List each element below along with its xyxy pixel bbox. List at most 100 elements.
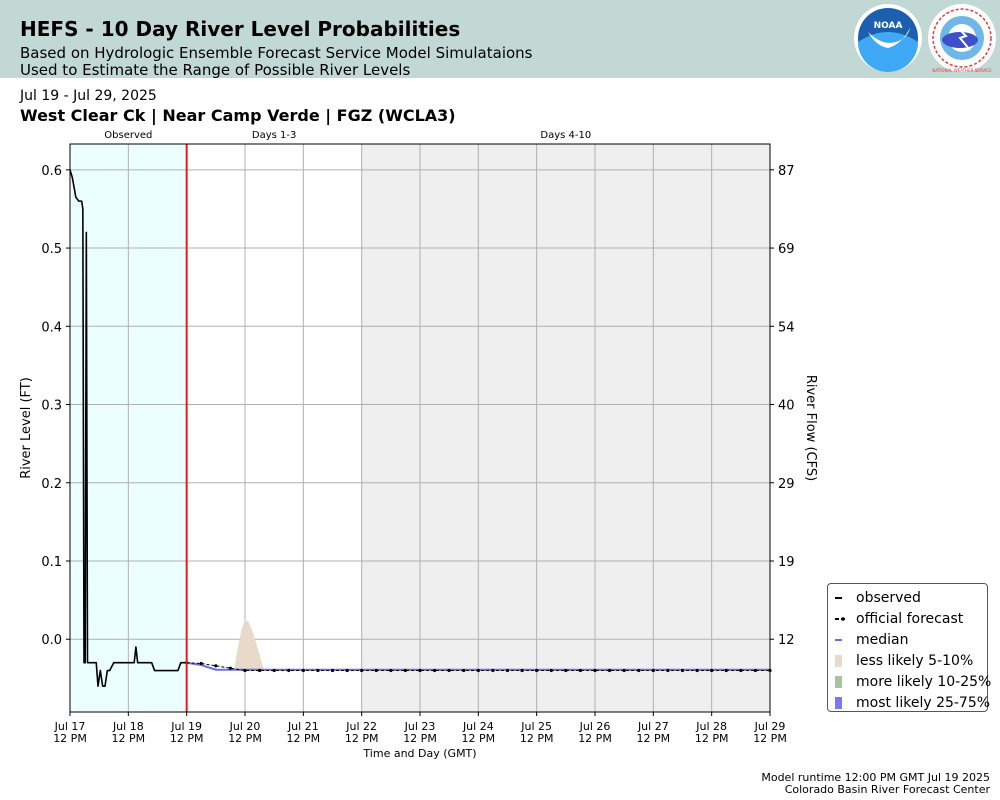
forecast-center: Colorado Basin River Forecast Center [784, 783, 990, 796]
y2-tick-label: 12 [778, 633, 795, 648]
page-subtitle-line2: Used to Estimate the Range of Possible R… [20, 61, 411, 79]
legend-label-more-likely: more likely 10-25% [856, 673, 992, 690]
svg-text:NOAA: NOAA [874, 21, 903, 31]
legend-item-observed: observed [832, 587, 987, 608]
official-forecast-point [491, 668, 495, 673]
legend-label-most-likely: most likely 25-75% [856, 694, 991, 711]
official-forecast-point [447, 668, 451, 673]
x-axis-label: Time and Day (GMT) [362, 747, 476, 760]
legend-label-median: median [856, 631, 909, 648]
official-forecast-point [666, 668, 670, 673]
official-forecast-point [651, 668, 655, 673]
official-forecast-point [316, 668, 320, 673]
x-tick-label-time: 12 PM [228, 732, 262, 745]
x-tick-label-date: Jul 18 [112, 720, 144, 733]
x-tick-label-date: Jul 28 [695, 720, 727, 733]
x-tick-label-time: 12 PM [637, 732, 671, 745]
legend-symbol-official [832, 612, 850, 626]
official-forecast-point [389, 668, 393, 673]
official-forecast-point [257, 668, 262, 673]
observed-line [69, 169, 187, 687]
x-tick-label-time: 12 PM [753, 732, 787, 745]
official-forecast-point [607, 668, 612, 673]
nws-logo: NATIONAL WEATHER SERVICE [928, 4, 996, 73]
x-tick-label-date: Jul 26 [579, 720, 611, 733]
official-forecast-point [724, 668, 728, 673]
less-likely-band [234, 619, 264, 671]
official-forecast-point [403, 668, 408, 673]
x-tick-label-date: Jul 17 [54, 720, 86, 733]
noaa-logo: NOAA [854, 4, 922, 72]
region-label-1: Days 1-3 [252, 130, 296, 141]
legend-symbol-less-likely [832, 654, 850, 668]
y2-tick-label: 87 [778, 164, 795, 179]
legend-item-median: median [832, 629, 987, 650]
header-banner: HEFS - 10 Day River Level Probabilities … [0, 0, 1000, 79]
x-tick-label-time: 12 PM [695, 732, 729, 745]
x-tick-label-time: 12 PM [287, 732, 321, 745]
official-forecast-point [360, 668, 364, 673]
x-tick-label-date: Jul 19 [170, 720, 202, 733]
official-forecast-point [432, 668, 437, 673]
y2-tick-label: 69 [778, 242, 795, 257]
official-forecast-point [345, 668, 349, 673]
x-tick-label-time: 12 PM [403, 732, 437, 745]
legend-label-observed: observed [856, 589, 921, 606]
x-tick-label-date: Jul 25 [520, 720, 552, 733]
y-axis-label: River Level (FT) [19, 377, 34, 479]
official-forecast-point [695, 668, 699, 673]
y-tick-label: 0.5 [41, 242, 62, 257]
y-tick-label: 0.1 [41, 555, 62, 570]
official-forecast-point [637, 668, 641, 673]
official-forecast-point [520, 668, 524, 673]
official-forecast-point [243, 668, 247, 673]
region-label-2: Days 4-10 [540, 130, 591, 141]
y2-tick-label: 29 [778, 477, 795, 492]
x-tick-label-time: 12 PM [53, 732, 87, 745]
legend-symbol-more-likely [832, 675, 850, 689]
chart-legend: observed official forecast median less l… [827, 583, 991, 713]
official-forecast-point [418, 668, 422, 673]
x-tick-label-date: Jul 24 [462, 720, 494, 733]
official-forecast-point [622, 668, 626, 673]
official-forecast-point [564, 668, 568, 673]
legend-item-most-likely: most likely 25-75% [832, 692, 991, 713]
x-tick-label-time: 12 PM [345, 732, 379, 745]
x-tick-label-date: Jul 22 [345, 720, 377, 733]
legend-symbol-observed [832, 591, 850, 605]
days-4-10-region [361, 144, 770, 712]
legend-item-less-likely: less likely 5-10% [832, 650, 987, 671]
legend-label-official: official forecast [856, 610, 964, 627]
page-title: HEFS - 10 Day River Level Probabilities [20, 17, 461, 41]
official-forecast-point [330, 668, 335, 673]
x-tick-label-date: Jul 29 [754, 720, 786, 733]
legend-symbol-median [832, 633, 850, 647]
official-forecast-point [710, 668, 714, 673]
y-tick-label: 0.6 [41, 164, 62, 179]
x-tick-label-time: 12 PM [462, 732, 496, 745]
official-forecast-point [272, 668, 276, 673]
official-forecast-point [462, 668, 466, 673]
official-forecast-point [680, 668, 685, 673]
model-runtime: Model runtime 12:00 PM GMT Jul 19 2025 [761, 771, 990, 784]
official-forecast-point [753, 668, 758, 673]
x-tick-label-time: 12 PM [520, 732, 554, 745]
official-forecast-point [214, 664, 218, 668]
x-tick-label-date: Jul 21 [287, 720, 319, 733]
y2-axis-label: River Flow (CFS) [803, 375, 818, 481]
y-tick-label: 0.4 [41, 320, 62, 335]
svg-text:NATIONAL WEATHER SERVICE: NATIONAL WEATHER SERVICE [932, 68, 992, 73]
official-forecast-point [505, 668, 510, 673]
y2-tick-label: 19 [778, 555, 795, 570]
x-tick-label-time: 12 PM [170, 732, 204, 745]
x-tick-label-date: Jul 23 [404, 720, 436, 733]
x-tick-label-date: Jul 27 [637, 720, 669, 733]
official-forecast-point [739, 668, 743, 673]
x-tick-label-time: 12 PM [578, 732, 612, 745]
x-tick-label-time: 12 PM [112, 732, 146, 745]
official-forecast-point [578, 668, 583, 673]
x-tick-label-date: Jul 20 [229, 720, 261, 733]
legend-item-more-likely: more likely 10-25% [832, 671, 991, 692]
official-forecast-point [476, 668, 480, 673]
